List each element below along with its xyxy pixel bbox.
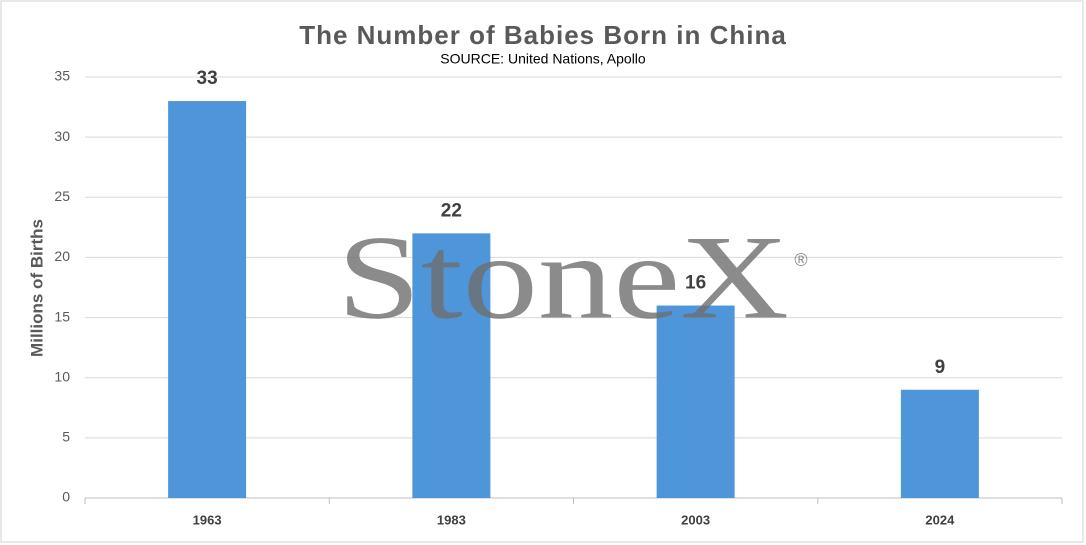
chart-subtitle: SOURCE: United Nations, Apollo (440, 51, 646, 67)
y-tick-label: 5 (62, 429, 70, 445)
y-tick-label: 20 (54, 248, 70, 264)
chart-title: The Number of Babies Born in China (299, 20, 787, 50)
bar (412, 233, 491, 498)
data-label: 22 (441, 200, 462, 221)
y-tick-label: 10 (54, 368, 70, 384)
x-tick-label: 2024 (925, 512, 955, 527)
y-tick-label: 30 (54, 128, 70, 144)
data-label: 9 (935, 357, 946, 378)
watermark: StoneX (337, 211, 789, 344)
y-tick-label: 25 (54, 188, 70, 204)
bar (168, 101, 247, 499)
bar (900, 389, 979, 498)
y-axis-label: Millions of Births (27, 219, 46, 357)
data-label: 16 (685, 273, 706, 294)
x-tick-label: 2003 (681, 512, 710, 527)
x-tick-label: 1983 (437, 512, 466, 527)
y-tick-label: 15 (54, 308, 70, 324)
y-tick-label: 35 (54, 68, 70, 84)
y-tick-label: 0 (62, 489, 70, 505)
bar (656, 305, 735, 498)
data-label: 33 (197, 68, 218, 89)
watermark-mark: ® (794, 250, 807, 270)
x-tick-label: 1963 (193, 512, 222, 527)
